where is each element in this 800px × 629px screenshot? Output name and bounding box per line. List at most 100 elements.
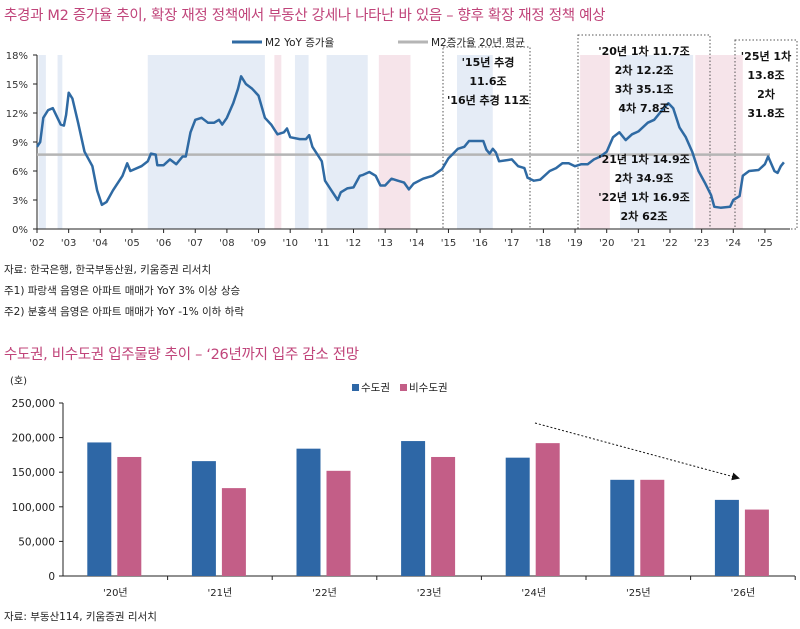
blue-shade xyxy=(38,55,46,229)
unit-label: (호) xyxy=(10,375,27,387)
bar-capital xyxy=(296,448,321,576)
annotation-text: 11.6조 xyxy=(469,75,506,88)
legend-label: 비수도권 xyxy=(409,382,448,394)
bar-non-capital xyxy=(326,470,351,576)
x-tick-label: '03 xyxy=(61,238,76,249)
annotation-text: 2차 34.9조 xyxy=(615,171,674,185)
annotation-text: 2차 12.2조 xyxy=(615,63,674,77)
chart2-title: 수도권, 비수도권 입주물량 추이 – ‘26년까지 입주 감소 전망 xyxy=(4,347,359,363)
bar-capital xyxy=(505,457,530,576)
legend-label: 수도권 xyxy=(361,382,390,394)
x-tick-label: '12 xyxy=(346,238,361,249)
x-tick-label: '14 xyxy=(409,238,424,249)
annotation-text: 31.8조 xyxy=(747,107,784,120)
legend-label-avg: M2증가율 20년 평균 xyxy=(431,37,525,49)
blue-shade xyxy=(294,55,309,229)
blue-shade xyxy=(57,55,63,229)
annotation-text: '25년 1차 xyxy=(741,49,792,63)
blue-shade xyxy=(147,55,265,229)
y-tick-label: 3% xyxy=(12,196,28,207)
x-tick-label: '26년 xyxy=(731,587,756,599)
x-tick-label: '06 xyxy=(156,238,171,249)
blue-shade xyxy=(326,55,368,229)
annotation-text: '21년 1차 14.9조 xyxy=(598,152,690,166)
annotation-box xyxy=(734,39,798,230)
y-tick-label: 0 xyxy=(48,571,55,583)
x-tick-label: '05 xyxy=(124,238,139,249)
x-tick-label: '19 xyxy=(567,238,582,249)
legend-swatch xyxy=(400,384,407,391)
y-tick-label: 12% xyxy=(6,109,28,120)
chart1-title: 추경과 M2 증가율 추이, 확장 재정 정책에서 부동산 강세나 나타난 바 … xyxy=(4,8,606,24)
bar-non-capital xyxy=(431,456,456,576)
x-tick-label: '04 xyxy=(93,238,108,249)
pink-shade xyxy=(274,55,282,229)
bar-capital xyxy=(191,461,216,576)
bar-non-capital xyxy=(744,509,769,576)
x-tick-label: '21 xyxy=(631,238,646,249)
y-tick-label: 9% xyxy=(12,138,28,149)
x-tick-label: '21년 xyxy=(208,587,233,599)
x-tick-label: '18 xyxy=(536,238,551,249)
x-tick-label: '15 xyxy=(441,238,456,249)
x-tick-label: '20년 xyxy=(103,587,128,599)
bar-capital xyxy=(714,499,739,576)
chart1-note2: 주2) 분홍색 음영은 아파트 매매가 YoY -1% 이하 하락 xyxy=(4,306,245,318)
chart1-note1: 주1) 파랑색 음영은 아파트 매매가 YoY 3% 이상 상승 xyxy=(4,285,241,297)
bar-non-capital xyxy=(535,443,560,576)
annotation-text: '22년 1차 16.9조 xyxy=(598,190,690,204)
trend-arrow xyxy=(534,422,740,481)
annotation-text: 4차 7.8조 xyxy=(618,101,669,115)
m2-line-chart: 0% 3% 6% 9% 12% 15% 18% '02 '03 '04 '05 '06 '07 '08 '0… xyxy=(6,34,798,249)
y-tick-label: 6% xyxy=(12,167,28,178)
x-tick-label: '22 xyxy=(662,238,677,249)
pink-shade xyxy=(695,55,743,229)
x-tick-label: '23년 xyxy=(417,587,442,599)
x-tick-label: '20 xyxy=(599,238,614,249)
bar-capital xyxy=(401,441,426,576)
m2-line xyxy=(35,75,785,209)
y-tick-label: 0% xyxy=(12,225,28,236)
x-tick-label: '25년 xyxy=(626,587,651,599)
pink-shade xyxy=(580,55,610,229)
x-tick-label: '25 xyxy=(757,238,772,249)
x-tick-label: '16 xyxy=(472,238,487,249)
annotation-text: 2차 xyxy=(757,87,776,101)
chart1-source: 자료: 한국은행, 한국부동산원, 키움증권 리서치 xyxy=(4,264,212,276)
x-tick-label: '13 xyxy=(377,238,392,249)
annotation-text: 2차 62조 xyxy=(620,209,667,223)
y-tick-label: 15% xyxy=(6,80,28,91)
x-tick-label: '07 xyxy=(188,238,203,249)
legend-label-m2: M2 YoY 증가율 xyxy=(265,37,335,49)
chart2-source: 자료: 부동산114, 키움증권 리서치 xyxy=(4,611,157,623)
bar-non-capital xyxy=(640,479,665,576)
y-tick-label: 150,000 xyxy=(12,467,55,479)
x-tick-label: '23 xyxy=(694,238,709,249)
annotation-text: '16년 추경 11조 xyxy=(447,93,529,107)
bar-capital xyxy=(610,479,635,576)
annotation-text: 3차 35.1조 xyxy=(615,82,674,96)
x-tick-label: '02 xyxy=(29,238,44,249)
y-tick-label: 200,000 xyxy=(12,433,55,445)
annotation-text: '15년 추경 xyxy=(462,55,515,69)
y-tick-label: 100,000 xyxy=(12,502,55,514)
x-tick-label: '24년 xyxy=(521,587,546,599)
x-tick-label: '17 xyxy=(504,238,519,249)
legend-swatch xyxy=(352,384,359,391)
y-tick-label: 18% xyxy=(6,51,28,62)
x-tick-label: '09 xyxy=(251,238,266,249)
x-tick-label: '22년 xyxy=(312,587,337,599)
bar-capital xyxy=(87,442,112,576)
bar-non-capital xyxy=(221,488,246,576)
x-tick-label: '10 xyxy=(282,238,297,249)
bar-non-capital xyxy=(117,456,142,576)
annotation-text: '20년 1차 11.7조 xyxy=(598,44,690,58)
x-tick-label: '08 xyxy=(219,238,234,249)
blue-shade xyxy=(619,55,694,229)
x-tick-label: '11 xyxy=(314,238,329,249)
annotation-text: 13.8조 xyxy=(747,69,784,82)
pink-shade xyxy=(378,55,411,229)
supply-bar-chart: (호) 0 50,000 100,000 150,000 200,000 250,000 '2… xyxy=(10,375,796,599)
y-tick-label: 250,000 xyxy=(12,398,55,410)
